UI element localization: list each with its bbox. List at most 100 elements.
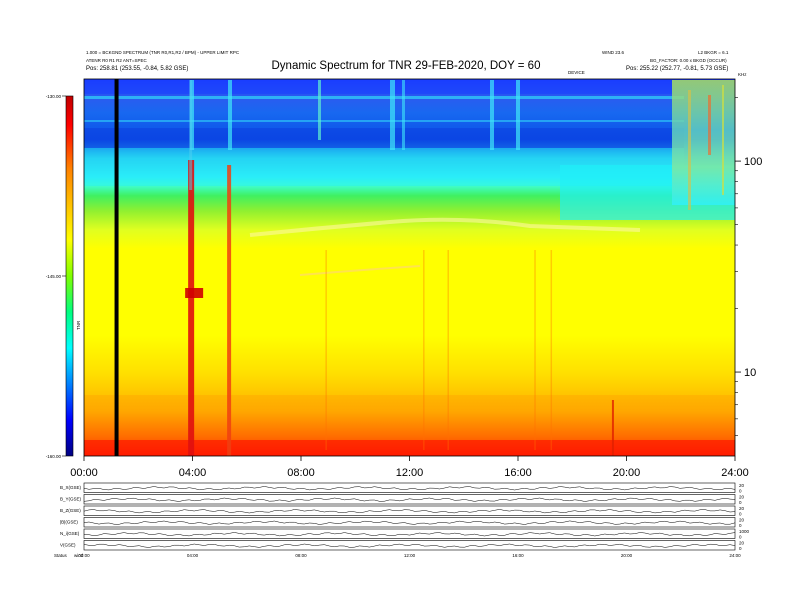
band-cyan-stripe-1: [84, 96, 684, 99]
panel-frame: [83, 494, 736, 505]
footer-left: Status: [54, 553, 68, 558]
panel-time-label: 24:00: [729, 553, 741, 558]
panel-trace: [83, 532, 736, 537]
data-gap-bar: [114, 79, 119, 456]
footer-right: wind: [74, 553, 84, 558]
panel-trace: [83, 520, 736, 525]
panel-tick-bottom: 0: [739, 535, 742, 540]
burst-event-0400: [188, 160, 195, 456]
time-tick-label: 24:00: [721, 467, 749, 479]
events-layer: [114, 79, 614, 456]
burst-right: [672, 80, 735, 205]
panel-time-label: 20:00: [621, 553, 633, 558]
panel-1: B_Y(GSE) 200: [60, 494, 745, 505]
time-tick-label: 16:00: [504, 467, 532, 479]
frequency-ticks: 10 100: [735, 97, 762, 436]
streak-7: [516, 80, 520, 150]
time-tick-label: 12:00: [396, 467, 424, 479]
time-tick-label: 20:00: [613, 467, 641, 479]
panel-tick-bottom: 0: [739, 500, 742, 505]
frequency-unit-label: KHz: [738, 72, 747, 77]
panel-trace: [83, 543, 736, 548]
faint-streak: [423, 250, 425, 450]
faint-streak: [550, 250, 553, 450]
panel-trace: [83, 509, 736, 514]
colorbar-label: TNR: [76, 320, 81, 330]
colorbar-tick-label: -160.00: [46, 454, 62, 459]
chart-title: Dynamic Spectrum for TNR 29-FEB-2020, DO…: [272, 60, 541, 72]
streak-3: [318, 80, 321, 140]
panel-2: B_Z(GSE) 200: [60, 505, 745, 517]
burst-right-streak-b: [708, 95, 711, 155]
burst-right-streak-c: [722, 85, 724, 195]
band-orange-bottom: [84, 395, 735, 440]
panel-label: |B|(GSE): [60, 520, 78, 525]
header-left-line3: Pos: 258.81 (253.55, -0.84, 5.82 GSE): [86, 66, 188, 72]
header-right-line1b: L2 BKGR = 6.1: [698, 50, 729, 55]
band-cyan-stripe-2: [84, 120, 684, 122]
panel-time-label: 12:00: [404, 553, 416, 558]
band-dark-blue-low: [84, 128, 684, 148]
streak-4: [390, 80, 395, 150]
time-tick-label: 04:00: [179, 467, 207, 479]
burst-right-streak-a: [688, 90, 691, 210]
panel-frame: [83, 528, 736, 539]
panel-time-label: 00:00: [78, 553, 90, 558]
panel-time-label: 08:00: [295, 553, 307, 558]
header-mid-label: DEVICE: [568, 70, 585, 75]
panel-tick-top: 20: [739, 483, 745, 488]
panel-label: N_i(GSE): [60, 531, 80, 536]
panel-tick-bottom: 0: [739, 512, 742, 517]
colorbar: TNR -130.00 -145.00 -160.00: [46, 94, 81, 459]
frequency-tick-label: 100: [744, 156, 762, 168]
panel-label: B_Z(GSE): [60, 508, 81, 513]
streak-2: [228, 80, 232, 150]
header-left-line1: 1.000 = BCKGND SPECTRUM (TNR R0,R1,R2 / …: [86, 50, 240, 55]
panel-tick-top: 1000: [739, 529, 750, 534]
burst-event-0520: [227, 165, 232, 456]
header-right-line2: BG_FACTOR: 0.00 x BKGD (OCCUR): [650, 58, 727, 63]
panel-time-label: 16:00: [512, 553, 524, 558]
faint-streak: [534, 250, 536, 450]
panel-frame: [83, 482, 736, 493]
header-right-line1a: WIND 23.6: [602, 50, 625, 55]
frequency-tick-label: 10: [744, 367, 756, 379]
streak-6: [490, 80, 494, 150]
time-ticks: 00:00 04:00 08:00 12:00 16:00 20:00 24:00: [70, 456, 749, 479]
panel-tick-top: 20: [739, 518, 745, 523]
colorbar-tick-label: -130.00: [46, 94, 62, 99]
spectrogram: 10 100 00:00 04:00 08:00 12:00 16:00 20:00 24:0…: [70, 78, 762, 479]
panel-tick-bottom: 0: [739, 523, 742, 528]
panel-trace: [83, 497, 736, 502]
panel-0: B_X(GSE) 200: [60, 482, 745, 494]
colorbar-tick-label: -145.00: [46, 274, 62, 279]
colorbar-gradient: [65, 95, 74, 457]
colorbar-ticks: -130.00 -145.00 -160.00: [46, 94, 66, 459]
panel-label: B_Y(GSE): [60, 497, 82, 502]
panel-trace: [83, 486, 736, 491]
panel-tick-top: 20: [739, 495, 745, 500]
panel-5: V(GSE) 200: [60, 540, 745, 551]
band-dark-blue-top: [84, 80, 674, 94]
burst-event-1930: [611, 400, 614, 456]
panel-label: B_X(GSE): [60, 485, 82, 490]
panel-frame: [83, 505, 736, 516]
time-tick-label: 00:00: [70, 467, 98, 479]
panel-3: |B|(GSE) 200: [60, 517, 745, 528]
faint-streak: [447, 250, 449, 450]
faint-streak: [325, 250, 327, 450]
panel-tick-top: 20: [739, 541, 745, 546]
emission-ridge-lower: [299, 265, 421, 276]
panel-frame: [83, 517, 736, 528]
streak-5: [402, 80, 405, 150]
panel-time-label: 04:00: [187, 553, 199, 558]
panel-label: V(GSE): [60, 543, 76, 548]
panel-time-ticks: 00:00 04:00 08:00 12:00 16:00 20:00 24:00: [78, 553, 741, 558]
panel-tick-bottom: 0: [739, 546, 742, 551]
header-left-line2: ATENR R0 R1 R2 ANT=SPEC: [86, 58, 148, 63]
time-tick-label: 08:00: [287, 467, 315, 479]
burst-event-0400-spot: [185, 288, 204, 298]
